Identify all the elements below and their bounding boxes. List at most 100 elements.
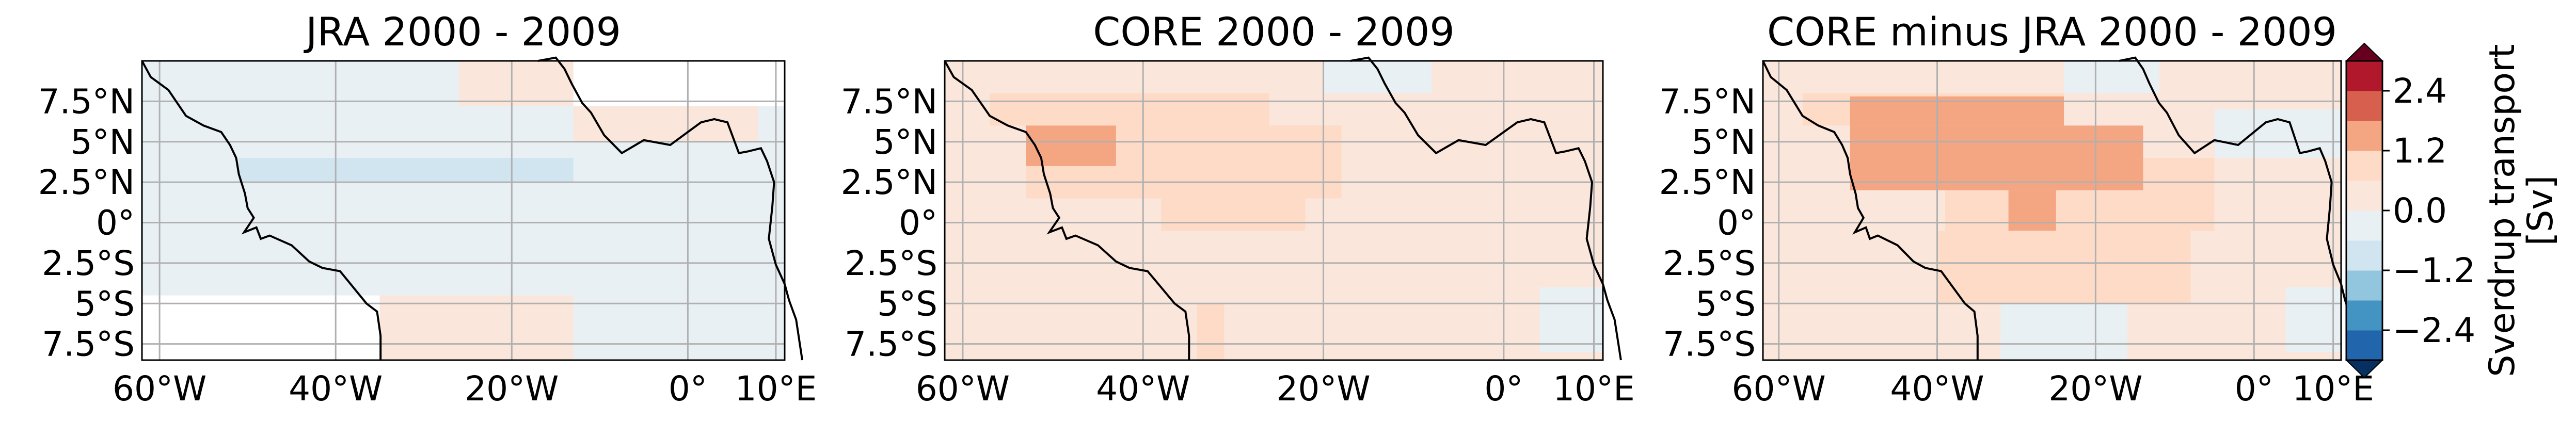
y-tick-label: 2.5°S bbox=[1663, 244, 1756, 283]
y-tick-label: 0° bbox=[96, 203, 135, 243]
heatmap-cell bbox=[2000, 303, 2127, 360]
x-tick-label: 40°W bbox=[289, 369, 383, 409]
x-tick-label: 20°W bbox=[1276, 369, 1370, 409]
y-tick-label: 2.5°N bbox=[841, 163, 937, 202]
colorbar-band bbox=[2346, 270, 2382, 301]
heatmap-cell bbox=[2064, 61, 2159, 93]
heatmap-cell bbox=[1539, 287, 1603, 352]
colorbar-over-arrow bbox=[2345, 42, 2384, 61]
heatmap-cell bbox=[458, 61, 574, 106]
heatmap-cell bbox=[1197, 303, 1225, 360]
x-tick-label: 20°W bbox=[465, 369, 559, 409]
colorbar-band bbox=[2346, 300, 2382, 331]
y-tick-labels: 7.5°N5°N2.5°N0°2.5°S5°S7.5°S bbox=[841, 82, 937, 364]
colorbar-ticks: 2.4 1.2 0.0 −1.2 −2.4 bbox=[2382, 71, 2475, 350]
colorbar-tick-label: 0.0 bbox=[2393, 191, 2447, 231]
x-tick-label: 10°E bbox=[735, 369, 817, 409]
y-tick-label: 0° bbox=[899, 203, 937, 243]
y-tick-label: 0° bbox=[1717, 203, 1756, 243]
coastline bbox=[944, 56, 1622, 361]
y-tick-labels: 7.5°N5°N2.5°N0°2.5°S5°S7.5°S bbox=[38, 82, 135, 364]
colorbar-tick-label: 1.2 bbox=[2393, 131, 2447, 171]
panel-title: JRA 2000 - 2009 bbox=[304, 9, 621, 55]
x-tick-label: 60°W bbox=[916, 369, 1010, 409]
x-tick-labels: 60°W 40°W 20°W 0° 10°E bbox=[1732, 369, 2374, 409]
y-tick-label: 2.5°N bbox=[38, 163, 135, 202]
colorbar-label-line: [Sv] bbox=[2520, 175, 2561, 246]
coastline bbox=[141, 56, 804, 361]
heatmap-cell bbox=[1026, 125, 1116, 166]
heatmap-cell bbox=[1945, 190, 2215, 231]
panel-title: CORE 2000 - 2009 bbox=[1093, 9, 1454, 55]
colorbar: 2.4 1.2 0.0 −1.2 −2.4 Sverdrup transport[Sv] bbox=[2345, 42, 2561, 379]
plot-frame bbox=[141, 60, 786, 361]
x-tick-labels: 60°W 40°W 20°W 0° 10°E bbox=[916, 369, 1635, 409]
colorbar-tick-label: −2.4 bbox=[2393, 311, 2475, 350]
heatmap-cell bbox=[238, 158, 574, 183]
x-tick-label: 60°W bbox=[113, 369, 206, 409]
x-tick-label: 20°W bbox=[2048, 369, 2142, 409]
colorbar-band bbox=[2346, 121, 2382, 151]
heatmap-cell bbox=[573, 106, 758, 142]
heatmap-cell bbox=[2008, 190, 2056, 231]
y-tick-label: 7.5°S bbox=[42, 325, 135, 364]
heatmap-cell bbox=[2285, 287, 2341, 352]
gridlines bbox=[142, 61, 785, 360]
x-tick-label: 10°E bbox=[2292, 369, 2374, 409]
y-tick-label: 2.5°S bbox=[845, 244, 937, 283]
x-tick-label: 0° bbox=[2235, 369, 2273, 409]
x-tick-label: 40°W bbox=[1890, 369, 1984, 409]
y-tick-label: 7.5°N bbox=[38, 82, 135, 121]
heatmap-cell bbox=[2214, 109, 2341, 158]
heatmap-cell bbox=[142, 61, 459, 106]
heatmap-cell bbox=[573, 295, 785, 360]
colorbar-band bbox=[2346, 240, 2382, 271]
y-tick-label: 7.5°N bbox=[1659, 82, 1756, 121]
y-tick-label: 5°N bbox=[1692, 122, 1756, 162]
y-tick-label: 7.5°N bbox=[841, 82, 937, 121]
gridlines bbox=[1763, 61, 2341, 360]
colorbar-label: Sverdrup transport[Sv] bbox=[2482, 44, 2561, 377]
x-tick-label: 0° bbox=[1484, 369, 1523, 409]
gridlines bbox=[945, 61, 1603, 360]
y-tick-label: 2.5°N bbox=[1659, 163, 1756, 202]
y-tick-labels: 7.5°N5°N2.5°N0°2.5°S5°S7.5°S bbox=[1659, 82, 1756, 364]
x-tick-label: 60°W bbox=[1732, 369, 1826, 409]
y-tick-label: 2.5°S bbox=[42, 244, 135, 283]
colorbar-bands bbox=[2346, 61, 2382, 361]
panel-jra: 60°W 40°W 20°W 0° 10°E 7.5°N5°N2.5°N0°2.5°S5… bbox=[38, 9, 817, 409]
colorbar-band bbox=[2346, 181, 2382, 211]
y-tick-label: 5°N bbox=[71, 122, 135, 162]
panel-difference: 60°W 40°W 20°W 0° 10°E 7.5°N5°N2.5°N0°2.5°S5… bbox=[1659, 9, 2374, 409]
colorbar-label-line: Sverdrup transport bbox=[2482, 44, 2523, 377]
heatmap-cell bbox=[1937, 231, 2191, 304]
y-tick-label: 5°S bbox=[74, 284, 135, 323]
x-tick-label: 10°E bbox=[1553, 369, 1635, 409]
colorbar-band bbox=[2346, 330, 2382, 361]
heatmap-cell bbox=[1323, 61, 1432, 93]
panel-core: 60°W 40°W 20°W 0° 10°E 7.5°N5°N2.5°N0°2.5°S5… bbox=[841, 9, 1635, 409]
colorbar-band bbox=[2346, 211, 2382, 241]
x-tick-labels: 60°W 40°W 20°W 0° 10°E bbox=[113, 369, 817, 409]
plot-frame bbox=[1762, 60, 2342, 361]
coastline bbox=[1762, 56, 2358, 361]
y-tick-label: 5°S bbox=[877, 284, 937, 323]
plot-frame bbox=[944, 60, 1604, 361]
heatmap-cells bbox=[142, 61, 785, 360]
heatmap-cell bbox=[1850, 125, 2143, 190]
y-tick-label: 7.5°S bbox=[1663, 325, 1756, 364]
colorbar-tick-label: 2.4 bbox=[2393, 71, 2447, 111]
y-tick-label: 7.5°S bbox=[845, 325, 937, 364]
heatmap-cell bbox=[2143, 158, 2215, 190]
heatmap-cell bbox=[142, 182, 785, 296]
heatmap-cell bbox=[990, 93, 1269, 126]
colorbar-band bbox=[2346, 151, 2382, 181]
colorbar-tick-label: −1.2 bbox=[2393, 251, 2475, 290]
heatmap-cell bbox=[1161, 198, 1306, 231]
x-tick-label: 0° bbox=[669, 369, 707, 409]
colorbar-band bbox=[2346, 91, 2382, 121]
heatmap-cell bbox=[379, 295, 574, 360]
y-tick-label: 5°S bbox=[1695, 284, 1756, 323]
x-tick-label: 40°W bbox=[1096, 369, 1190, 409]
